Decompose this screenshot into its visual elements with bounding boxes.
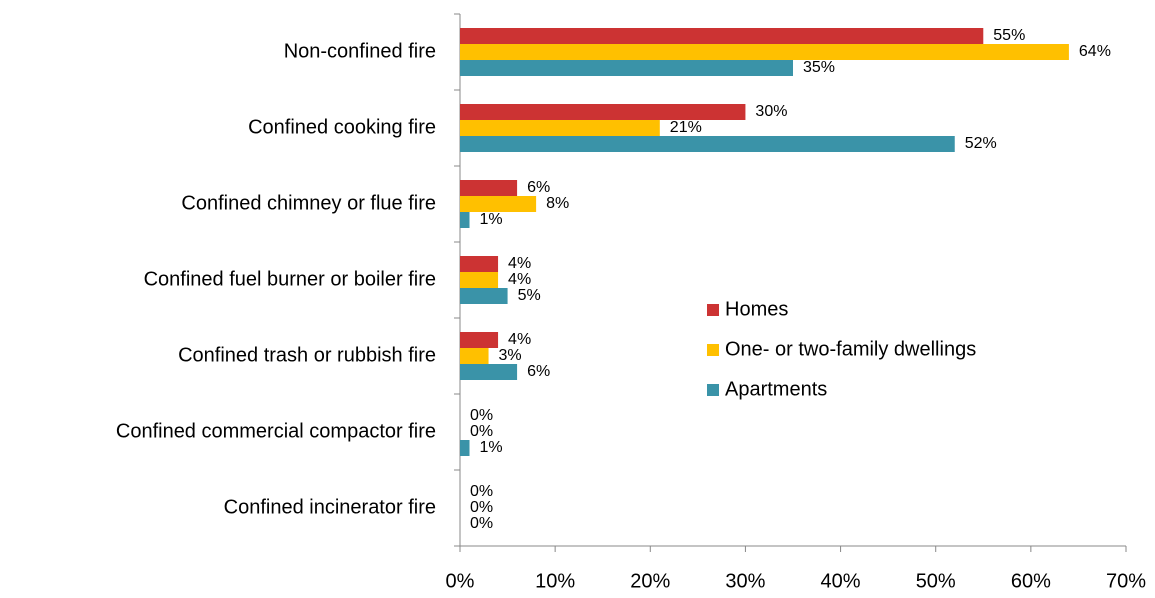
bar (460, 256, 499, 272)
value-label: 0% (470, 499, 493, 516)
value-label: 21% (670, 119, 702, 136)
category-label: Confined cooking fire (248, 116, 436, 138)
value-label: 1% (480, 211, 503, 228)
x-tick-label: 0% (446, 570, 475, 592)
bar (460, 332, 499, 348)
value-label: 4% (508, 271, 531, 288)
value-label: 8% (546, 195, 569, 212)
x-tick-label: 10% (535, 570, 575, 592)
x-tick-label: 60% (1011, 570, 1051, 592)
category-label: Confined chimney or flue fire (181, 192, 436, 214)
value-label: 64% (1079, 43, 1111, 60)
x-tick-label: 30% (725, 570, 765, 592)
bar (460, 28, 984, 44)
bar (460, 212, 470, 228)
category-label: Confined fuel burner or boiler fire (144, 268, 436, 290)
value-label: 30% (755, 103, 787, 120)
category-label: Confined incinerator fire (224, 496, 436, 518)
legend-swatch (707, 344, 719, 356)
x-tick-label: 20% (630, 570, 670, 592)
value-label: 4% (508, 255, 531, 272)
bar (460, 272, 499, 288)
bar (460, 180, 518, 196)
bar (460, 136, 955, 152)
bar (460, 196, 537, 212)
bar (460, 120, 660, 136)
value-label: 0% (470, 515, 493, 532)
value-label: 52% (965, 135, 997, 152)
x-tick-label: 70% (1106, 570, 1146, 592)
x-tick-label: 50% (916, 570, 956, 592)
bar (460, 60, 793, 76)
bar (460, 288, 508, 304)
bar (460, 44, 1069, 60)
legend-swatch (707, 384, 719, 396)
bar (460, 104, 746, 120)
value-label: 5% (518, 287, 541, 304)
value-label: 55% (993, 27, 1025, 44)
value-label: 0% (470, 423, 493, 440)
bar (460, 440, 470, 456)
value-label: 6% (527, 179, 550, 196)
x-tick-label: 40% (821, 570, 861, 592)
value-label: 0% (470, 483, 493, 500)
value-label: 6% (527, 363, 550, 380)
bar (460, 348, 489, 364)
value-label: 3% (499, 347, 522, 364)
legend-swatch (707, 304, 719, 316)
category-label: Non-confined fire (284, 40, 436, 62)
value-label: 4% (508, 331, 531, 348)
legend-label: One- or two-family dwellings (725, 338, 976, 360)
value-label: 1% (480, 439, 503, 456)
value-label: 35% (803, 59, 835, 76)
category-label: Confined trash or rubbish fire (178, 344, 436, 366)
legend-label: Apartments (725, 378, 827, 400)
value-label: 0% (470, 407, 493, 424)
legend-label: Homes (725, 298, 788, 320)
category-label: Confined commercial compactor fire (116, 420, 436, 442)
bar (460, 364, 518, 380)
